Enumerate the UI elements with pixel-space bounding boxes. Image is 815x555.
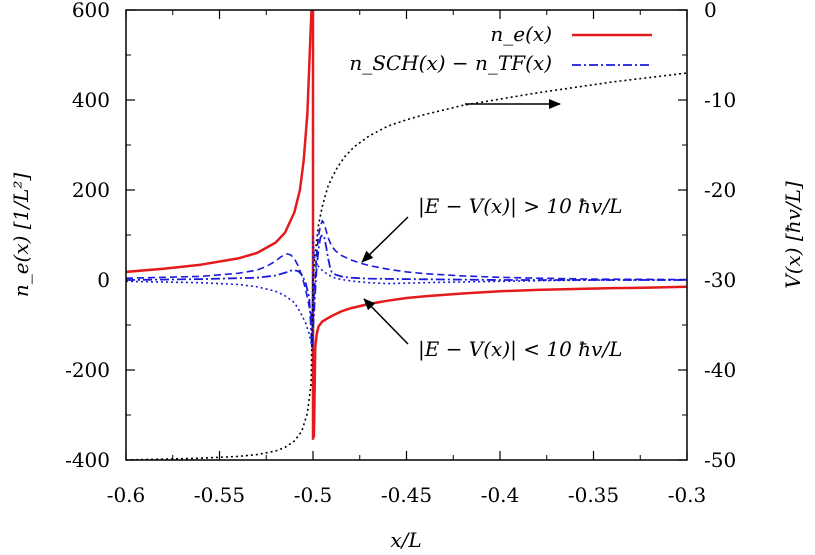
left-tick-label: 600 [72, 0, 110, 22]
annotation-lower: |E − V(x)| < 10 ħv/L [363, 298, 622, 362]
annotation-lower-text: |E − V(x)| < 10 ħv/L [418, 337, 622, 362]
x-tick-label: -0.35 [568, 483, 619, 507]
annotation-upper: |E − V(x)| > 10 ħv/L [361, 194, 622, 263]
right-axis-label: V(x) [ħv/L] [781, 181, 805, 289]
series-e-v-x-10-v-l [126, 234, 687, 349]
x-tick-label: -0.3 [668, 483, 707, 507]
x-tick-label: -0.4 [481, 483, 520, 507]
right-tick-label: -10 [704, 88, 736, 112]
series-n-e-x [126, 10, 313, 274]
series-n-e-x [312, 285, 687, 438]
plot-frame [125, 9, 688, 461]
x-axis-label: x/L [390, 528, 421, 552]
legend: n_e(x) n_SCH(x) − n_TF(x) [349, 22, 652, 75]
right-tick-label: -40 [704, 358, 736, 382]
left-tick-label: -200 [65, 358, 110, 382]
x-tick-label: -0.55 [194, 483, 245, 507]
left-tick-label: 400 [72, 88, 110, 112]
legend-label-ne: n_e(x) [490, 22, 552, 46]
annotation-upper-text: |E − V(x)| > 10 ħv/L [418, 194, 622, 219]
x-axis-ticks: -0.6 -0.55 -0.5 -0.45 -0.4 -0.35 -0.3 [107, 10, 707, 507]
right-tick-label: -30 [704, 268, 736, 292]
left-axis-label: n_e(x) [1/L²] [9, 173, 33, 298]
right-tick-label: -20 [704, 178, 736, 202]
x-tick-label: -0.5 [294, 483, 333, 507]
annotation-lower-arrow [363, 298, 409, 345]
left-tick-label: 200 [72, 178, 110, 202]
series-e-v-x-10-v-l [126, 219, 687, 324]
right-tick-label: -50 [704, 448, 736, 472]
legend-label-diff: n_SCH(x) − n_TF(x) [349, 51, 552, 75]
left-axis-ticks: -400 -200 0 200 400 600 [65, 0, 135, 472]
x-tick-label: -0.6 [107, 483, 146, 507]
right-tick-label: 0 [704, 0, 717, 22]
left-tick-label: -400 [65, 448, 110, 472]
series-n-sch-x-n-tf-x [126, 234, 687, 349]
annotation-upper-arrow [361, 216, 409, 263]
series-layer [126, 10, 687, 460]
series-v-x [126, 72, 687, 460]
left-tick-label: 0 [97, 268, 110, 292]
x-tick-label: -0.45 [381, 483, 432, 507]
right-axis-ticks: -50 -40 -30 -20 -10 0 [678, 0, 736, 472]
